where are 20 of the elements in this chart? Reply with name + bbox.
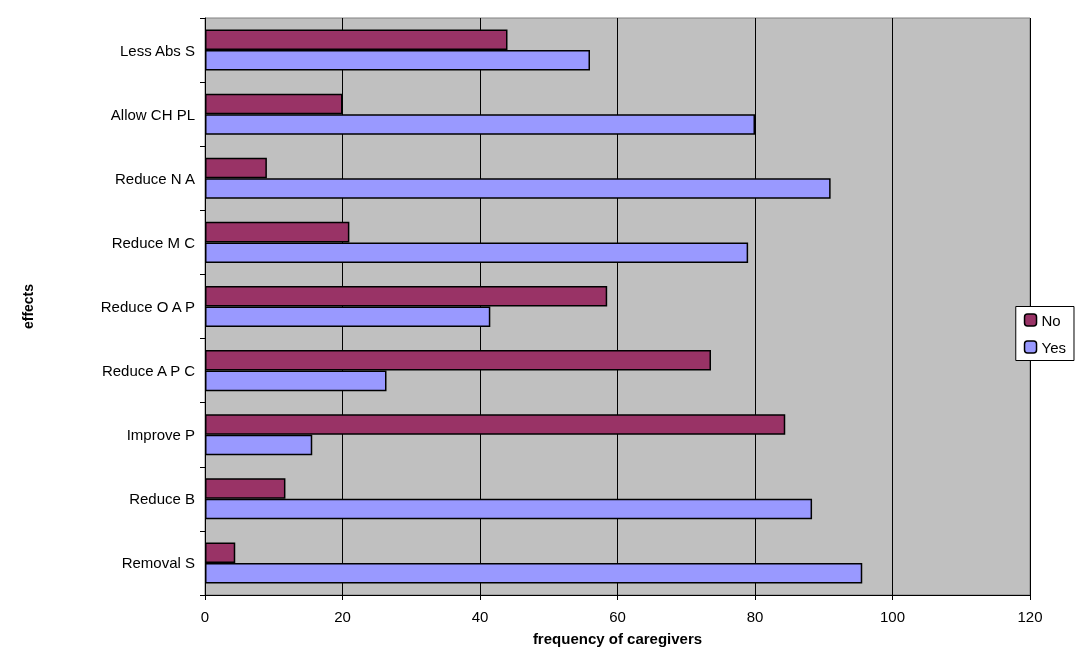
legend-label: No bbox=[1041, 311, 1061, 329]
x-tick-label: 20 bbox=[334, 608, 351, 625]
x-axis-title: frequency of caregivers bbox=[532, 630, 703, 647]
y-axis-title: effects bbox=[20, 283, 36, 330]
y-tick-label: Reduce M C bbox=[111, 233, 196, 251]
y-tick-label: Improve P bbox=[126, 426, 195, 444]
y-tick-label: Reduce O A P bbox=[100, 298, 195, 315]
y-tick-label: Reduce A P C bbox=[101, 362, 196, 380]
y-tick-label: Allow CH PL bbox=[110, 105, 195, 123]
x-tick-label: 80 bbox=[746, 608, 764, 625]
legend-label: Yes bbox=[1041, 338, 1067, 356]
x-tick-label: 40 bbox=[471, 608, 489, 625]
x-tick-label: 0 bbox=[200, 608, 210, 625]
y-tick-label: Removal S bbox=[121, 554, 195, 572]
x-tick-label: 120 bbox=[1017, 608, 1043, 625]
x-tick-label: 100 bbox=[879, 608, 906, 625]
y-tick-label: Reduce N A bbox=[114, 169, 195, 187]
x-tick-label: 60 bbox=[609, 608, 626, 625]
y-tick-label: Reduce B bbox=[129, 490, 195, 508]
y-tick-label: Less Abs S bbox=[119, 41, 195, 59]
